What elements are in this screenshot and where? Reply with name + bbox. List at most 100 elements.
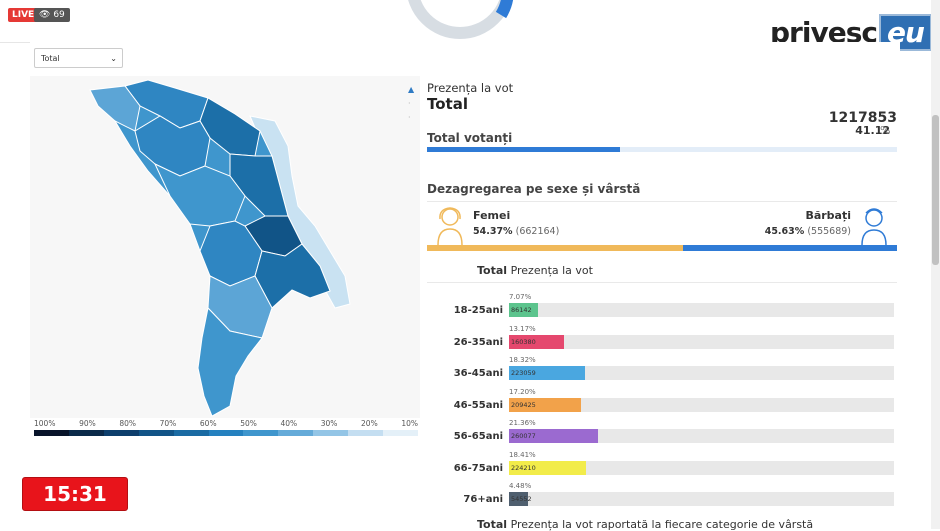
- region-select-value: Total: [41, 54, 60, 63]
- chevron-down-icon: ⌄: [110, 54, 117, 63]
- age-footer-label: Prezența la vot raportată la fiecare cat…: [510, 518, 814, 531]
- female-icon: [437, 207, 463, 245]
- age-group-bar-track: 86142: [509, 303, 894, 317]
- turnout-title: Total: [427, 95, 468, 113]
- age-footer-total: Total: [477, 518, 508, 531]
- map-zoom-controls[interactable]: ▲ · ·: [408, 83, 414, 125]
- female-label: Femei: [473, 209, 511, 222]
- legend-label: 50%: [240, 419, 257, 428]
- age-section-header: Total Prezența la vot: [477, 264, 593, 277]
- female-count: (662164): [515, 226, 560, 237]
- total-voters-percent: 41.12: [855, 124, 890, 137]
- legend-label: 90%: [79, 419, 96, 428]
- legend-swatch: [243, 430, 279, 436]
- gender-split-bar: [427, 245, 897, 251]
- turnout-gauge: [408, 0, 514, 39]
- age-group-label: 66-75ani: [453, 462, 503, 474]
- age-group-label: 36-45ani: [453, 368, 503, 379]
- age-row: 36-45ani 18.32% 223059: [427, 356, 894, 390]
- legend-label: 20%: [361, 419, 378, 428]
- age-group-bar-track: 209425: [509, 397, 894, 412]
- age-header-label: Prezența la vot: [510, 264, 593, 277]
- legend-label: 30%: [320, 419, 338, 428]
- legend-swatch: [34, 430, 69, 436]
- age-group-count: 54552: [511, 495, 532, 503]
- age-row: 66-75ani 18.41% 224210: [427, 451, 894, 485]
- turnout-label: Prezența la vot: [427, 81, 514, 95]
- legend-label: 80%: [119, 419, 137, 428]
- legend-swatch: [103, 430, 139, 436]
- legend-label: 70%: [159, 419, 177, 428]
- age-group-percent: 4.48%: [509, 482, 532, 490]
- age-group-label: 56-65ani: [453, 431, 503, 442]
- male-share-bar: [682, 245, 897, 251]
- zoom-separator: ·: [408, 99, 411, 108]
- legend-swatch: [68, 430, 104, 436]
- age-group-bar-track: 160380: [509, 334, 894, 349]
- male-icon: [861, 208, 887, 245]
- age-group-percent: 7.07%: [509, 293, 532, 301]
- age-group-percent: 17.20%: [509, 387, 536, 396]
- age-group-percent: 21.36%: [509, 419, 536, 427]
- age-group-label: 18-25ani: [453, 305, 503, 316]
- age-group-label: 46-55ani: [453, 399, 503, 411]
- legend-swatch: [313, 430, 349, 436]
- map-region-south[interactable]: [197, 306, 263, 417]
- age-row: 56-65ani 21.36% 260077: [427, 419, 894, 453]
- age-row: 76+ani 4.48% 54552: [427, 482, 894, 516]
- age-group-bar: [509, 429, 598, 443]
- legend-swatch: [278, 430, 314, 436]
- legend-swatch: [208, 430, 244, 436]
- age-group-count: 209425: [511, 400, 536, 409]
- legend-swatch: [138, 430, 174, 436]
- female-percent: 54.37%: [473, 226, 513, 237]
- age-group-bar-track: 223059: [509, 366, 894, 380]
- age-group-label: 26-35ani: [453, 336, 503, 348]
- total-voters-label: Total votanți: [427, 131, 513, 145]
- map-region-center-north[interactable]: [134, 115, 211, 177]
- eye-icon: 👁: [39, 10, 51, 20]
- age-row: 18-25ani 7.07% 86142: [427, 293, 894, 327]
- age-group-bar: [509, 366, 586, 380]
- male-label: Bărbați: [805, 209, 851, 222]
- page-scrollbar-thumb[interactable]: [932, 115, 939, 265]
- zoom-reset-icon[interactable]: ·: [408, 113, 411, 122]
- gender-section-title: Dezagregarea pe sexe și vârstă: [427, 182, 641, 196]
- age-group-bar: [509, 492, 528, 506]
- map-legend-labels: 100% 90% 80% 70% 60% 50% 40% 30% 20% 10%: [34, 419, 418, 428]
- male-stats: 45.63% (555689): [765, 226, 851, 237]
- region-select[interactable]: Total ⌄: [34, 48, 123, 68]
- turnout-map[interactable]: [30, 76, 420, 418]
- male-percent: 45.63%: [764, 226, 805, 237]
- age-group-bar: [509, 397, 581, 412]
- age-group-bar-track: 260077: [509, 429, 894, 443]
- age-row: 26-35ani 13.17% 160380: [427, 325, 894, 359]
- age-group-bar: [509, 334, 564, 349]
- moldova-map-svg[interactable]: [30, 76, 420, 418]
- zoom-in-icon[interactable]: ▲: [408, 85, 415, 94]
- age-group-bar: [509, 303, 539, 317]
- age-group-count: 160380: [511, 337, 536, 346]
- age-group-count: 223059: [511, 369, 536, 377]
- map-legend-scale: [34, 430, 418, 436]
- female-share-bar: [427, 245, 683, 251]
- female-stats: 54.37% (662164): [473, 226, 559, 237]
- map-region-center[interactable]: [153, 162, 246, 227]
- gender-breakdown: Femei 54.37% (662164) Bărbați 45.63% (55…: [427, 203, 897, 251]
- age-footer-header: Total Prezența la vot raportată la fieca…: [477, 518, 813, 531]
- viewer-count: 69: [53, 10, 65, 20]
- age-divider: [427, 282, 897, 283]
- male-count: (555689): [807, 226, 851, 237]
- total-voters-count: 1217853: [828, 110, 897, 126]
- legend-swatch: [348, 430, 384, 436]
- gender-divider: [427, 201, 897, 202]
- legend-swatch: [383, 430, 418, 436]
- total-voters-progress: [427, 147, 897, 152]
- live-badge: LIVE: [8, 8, 39, 22]
- age-row: 46-55ani 17.20% 209425: [427, 388, 894, 422]
- age-group-bar-track: 54552: [509, 492, 894, 506]
- legend-label: 60%: [199, 419, 217, 428]
- legend-label: 40%: [280, 419, 298, 428]
- age-group-label: 76+ani: [463, 494, 503, 505]
- total-voters-progress-fill: [427, 147, 621, 152]
